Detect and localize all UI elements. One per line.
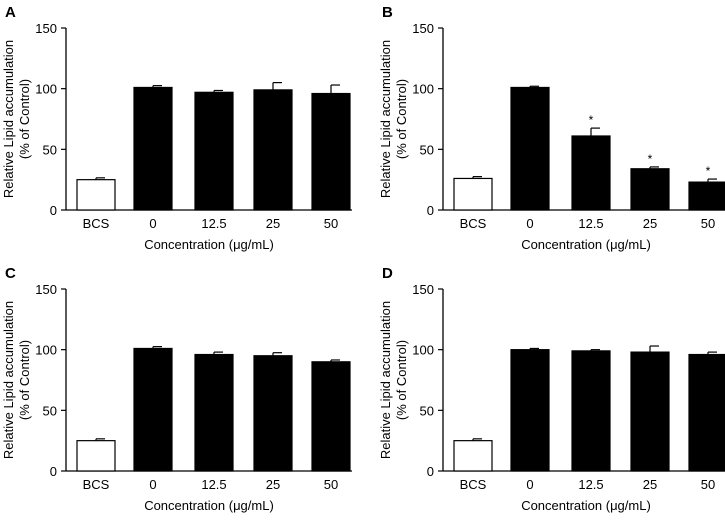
bar bbox=[194, 353, 234, 472]
y-tick-label: 0 bbox=[50, 464, 57, 479]
x-tick-label: 0 bbox=[526, 477, 533, 492]
y-tick-label: 150 bbox=[35, 282, 57, 297]
y-axis-label-line2: (% of Control) bbox=[17, 340, 32, 420]
y-tick-label: 100 bbox=[412, 343, 434, 358]
bar bbox=[76, 440, 116, 472]
x-tick-label: 50 bbox=[701, 216, 715, 231]
x-tick-label: 0 bbox=[149, 216, 156, 231]
bar bbox=[688, 181, 725, 211]
y-tick-label: 50 bbox=[43, 403, 57, 418]
panel-letter: B bbox=[382, 4, 393, 21]
x-axis-label: Concentration (μg/mL) bbox=[521, 498, 651, 513]
x-tick-label: 0 bbox=[149, 477, 156, 492]
bar bbox=[510, 349, 550, 472]
bar bbox=[133, 347, 173, 472]
panel-letter: D bbox=[382, 265, 393, 282]
y-tick-label: 150 bbox=[412, 21, 434, 36]
x-tick-label: BCS bbox=[83, 477, 110, 492]
x-axis-label: Concentration (μg/mL) bbox=[521, 237, 651, 252]
bar bbox=[311, 361, 351, 472]
significance-marker: * bbox=[706, 164, 711, 178]
y-axis-label-line1: Relative Lipid accumulation bbox=[378, 40, 393, 198]
y-axis-label-line2: (% of Control) bbox=[394, 340, 409, 420]
y-axis-label-line1: Relative Lipid accumulation bbox=[378, 301, 393, 459]
panel-letter: C bbox=[5, 265, 16, 282]
x-tick-label: 12.5 bbox=[201, 216, 226, 231]
y-tick-label: 150 bbox=[35, 21, 57, 36]
x-tick-label: 25 bbox=[643, 216, 657, 231]
x-tick-label: BCS bbox=[83, 216, 110, 231]
y-tick-label: 0 bbox=[427, 464, 434, 479]
bar bbox=[194, 91, 234, 211]
bar bbox=[76, 179, 116, 211]
x-tick-label: 25 bbox=[643, 477, 657, 492]
significance-marker: * bbox=[589, 113, 594, 127]
y-tick-label: 50 bbox=[43, 142, 57, 157]
y-tick-label: 100 bbox=[35, 343, 57, 358]
x-tick-label: 50 bbox=[324, 216, 338, 231]
y-axis-label-line1: Relative Lipid accumulation bbox=[1, 301, 16, 459]
x-tick-label: 25 bbox=[266, 477, 280, 492]
bar bbox=[571, 135, 611, 211]
bar bbox=[510, 86, 550, 211]
bar bbox=[630, 168, 670, 211]
y-tick-label: 150 bbox=[412, 282, 434, 297]
y-axis-label-line2: (% of Control) bbox=[394, 79, 409, 159]
bar bbox=[133, 86, 173, 211]
bar bbox=[311, 92, 351, 211]
y-axis-label-line2: (% of Control) bbox=[17, 79, 32, 159]
bar bbox=[571, 350, 611, 472]
y-tick-label: 50 bbox=[420, 142, 434, 157]
y-axis-label-line1: Relative Lipid accumulation bbox=[1, 40, 16, 198]
x-tick-label: BCS bbox=[460, 216, 487, 231]
x-axis-label: Concentration (μg/mL) bbox=[144, 237, 274, 252]
y-tick-label: 100 bbox=[412, 82, 434, 97]
x-tick-label: 12.5 bbox=[201, 477, 226, 492]
x-tick-label: BCS bbox=[460, 477, 487, 492]
bar bbox=[253, 89, 293, 211]
y-tick-label: 0 bbox=[50, 203, 57, 218]
y-tick-label: 100 bbox=[35, 82, 57, 97]
x-tick-label: 12.5 bbox=[578, 477, 603, 492]
y-tick-label: 0 bbox=[427, 203, 434, 218]
x-tick-label: 0 bbox=[526, 216, 533, 231]
significance-marker: * bbox=[648, 152, 653, 166]
bar bbox=[253, 355, 293, 472]
y-tick-label: 50 bbox=[420, 403, 434, 418]
x-tick-label: 50 bbox=[701, 477, 715, 492]
bar bbox=[688, 353, 725, 472]
bar bbox=[453, 440, 493, 472]
bar bbox=[630, 351, 670, 472]
x-axis-label: Concentration (μg/mL) bbox=[144, 498, 274, 513]
x-tick-label: 25 bbox=[266, 216, 280, 231]
x-tick-label: 50 bbox=[324, 477, 338, 492]
bar bbox=[453, 177, 493, 211]
x-tick-label: 12.5 bbox=[578, 216, 603, 231]
panel-letter: A bbox=[5, 4, 16, 21]
